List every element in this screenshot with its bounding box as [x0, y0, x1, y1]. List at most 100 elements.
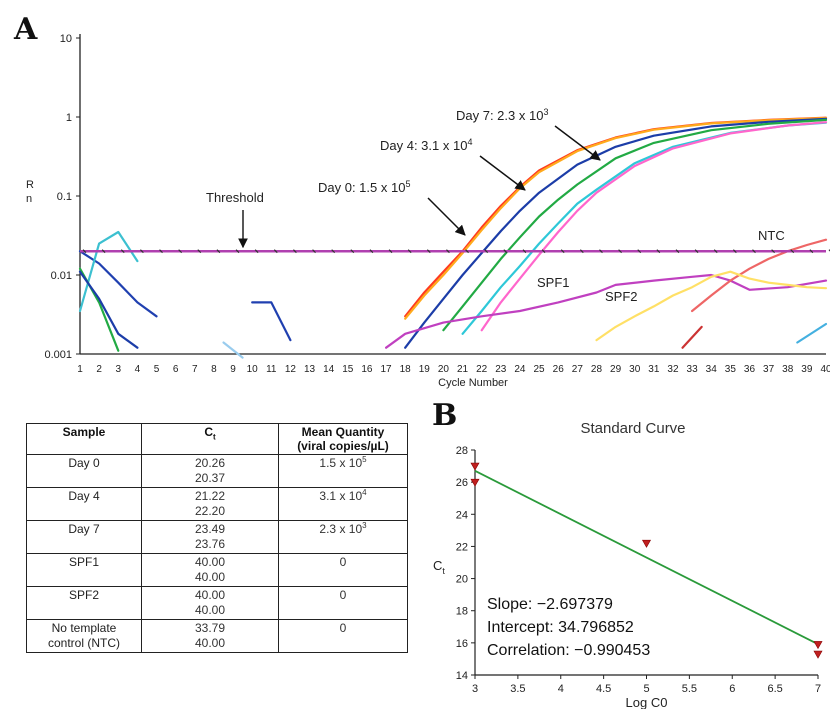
- y-tick-label: 18: [456, 606, 468, 618]
- header-mean-quantity: Mean Quantity (viral copies/µL): [278, 423, 408, 455]
- x-tick-label: 34: [706, 364, 718, 375]
- x-tick-label: 10: [247, 364, 259, 375]
- x-tick-label: 27: [572, 364, 584, 375]
- threshold-marker: [407, 249, 412, 254]
- y-axis-label: R: [26, 179, 34, 191]
- x-tick-label: 5: [643, 683, 649, 695]
- data-point: [813, 650, 823, 659]
- threshold-marker: [790, 249, 795, 254]
- threshold-marker: [273, 249, 278, 254]
- data-point: [470, 478, 480, 487]
- x-tick-label: 15: [342, 364, 354, 375]
- spf1-label: SPF1: [537, 275, 570, 290]
- header-ct: Ct: [141, 423, 279, 455]
- threshold-marker: [599, 249, 603, 254]
- annotation-arrow: [427, 197, 466, 236]
- series-line: [691, 238, 828, 313]
- chart-title: Standard Curve: [580, 420, 685, 437]
- threshold-marker: [350, 249, 355, 254]
- x-tick-label: 35: [725, 364, 737, 375]
- x-tick-label: 3: [472, 683, 478, 695]
- y-tick-label: 28: [456, 445, 468, 457]
- stat-line: Correlation: −0.990453: [487, 642, 650, 659]
- x-tick-label: 30: [629, 364, 641, 375]
- x-tick-label: 1: [77, 364, 83, 375]
- cell-ct: 33.79 40.00: [141, 619, 279, 653]
- x-tick-label: 39: [801, 364, 813, 375]
- threshold-marker: [465, 249, 469, 254]
- x-tick-label: 25: [534, 364, 546, 375]
- x-tick-label: 4: [558, 683, 564, 695]
- annotation-label: Day 4: 3.1 x 104: [380, 137, 472, 153]
- threshold-marker: [675, 249, 680, 254]
- cell-ct: 40.00 40.00: [141, 586, 279, 620]
- series-line: [78, 250, 158, 318]
- x-tick-label: 16: [361, 364, 373, 375]
- x-tick-label: 40: [820, 364, 830, 375]
- x-tick-label: 18: [400, 364, 412, 375]
- x-tick-label: 12: [285, 364, 297, 375]
- annotation-arrow: [554, 125, 601, 161]
- cell-mean-quantity: 0: [278, 553, 408, 587]
- table-row: No template control (NTC) 33.79 40.00 0: [26, 619, 408, 653]
- threshold-marker: [713, 249, 718, 254]
- x-tick-label: 5: [154, 364, 160, 375]
- threshold-marker: [216, 249, 221, 254]
- series-line: [442, 118, 828, 332]
- y-tick-label: 14: [456, 670, 468, 682]
- x-tick-label: 28: [591, 364, 603, 375]
- x-tick-label: 3: [115, 364, 121, 375]
- x-tick-label: 4: [135, 364, 141, 375]
- series-line: [385, 273, 828, 349]
- threshold-marker: [82, 249, 87, 254]
- cell-mean-quantity: 0: [278, 586, 408, 620]
- cell-sample: No template control (NTC): [26, 619, 142, 653]
- threshold-marker: [560, 249, 565, 254]
- y-axis-label: Ct: [433, 558, 445, 576]
- series-line: [78, 230, 139, 313]
- series-line: [404, 116, 828, 320]
- x-axis-label: Log C0: [626, 695, 668, 709]
- threshold-marker: [637, 249, 642, 254]
- data-point: [470, 462, 480, 471]
- stat-line: Intercept: 34.796852: [487, 619, 634, 636]
- threshold-marker: [312, 249, 316, 254]
- series-line: [796, 322, 828, 344]
- threshold-marker: [178, 249, 183, 254]
- x-tick-label: 21: [457, 364, 469, 375]
- cell-ct: 23.49 23.76: [141, 520, 279, 554]
- threshold-marker: [694, 249, 699, 254]
- threshold-marker: [809, 249, 814, 254]
- x-tick-label: 38: [782, 364, 794, 375]
- cell-mean-quantity: 0: [278, 619, 408, 653]
- x-tick-label: 3.5: [510, 683, 525, 695]
- y-tick-label: 0.1: [57, 191, 72, 203]
- threshold-marker: [579, 249, 584, 254]
- table-row: Day 4 21.22 22.20 3.1 x 104: [26, 487, 408, 521]
- threshold-marker: [388, 249, 393, 254]
- x-tick-label: 7: [192, 364, 198, 375]
- x-axis-label: Cycle Number: [438, 377, 508, 389]
- annotation-label: Day 7: 2.3 x 103: [456, 107, 548, 123]
- threshold-marker: [446, 249, 450, 254]
- x-tick-label: 11: [266, 364, 277, 375]
- cell-sample: Day 0: [26, 454, 142, 488]
- x-tick-label: 6.5: [767, 683, 782, 695]
- x-tick-label: 24: [514, 364, 526, 375]
- threshold-marker: [369, 249, 374, 254]
- x-tick-label: 36: [744, 364, 756, 375]
- x-tick-label: 14: [323, 364, 335, 375]
- data-point: [641, 539, 652, 548]
- panel-a-badge: A: [14, 12, 38, 47]
- annotation-label: Day 0: 1.5 x 105: [318, 179, 410, 195]
- x-tick-label: 29: [610, 364, 622, 375]
- y-tick-label: 22: [456, 541, 468, 553]
- x-tick-label: 32: [667, 364, 679, 375]
- series-line: [251, 301, 292, 342]
- threshold-label: Threshold: [206, 190, 264, 205]
- threshold-marker: [235, 249, 240, 254]
- spf2-label: SPF2: [605, 289, 638, 304]
- table-row: SPF2 40.00 40.00 0: [26, 586, 408, 620]
- y-tick-label: 0.001: [44, 349, 72, 361]
